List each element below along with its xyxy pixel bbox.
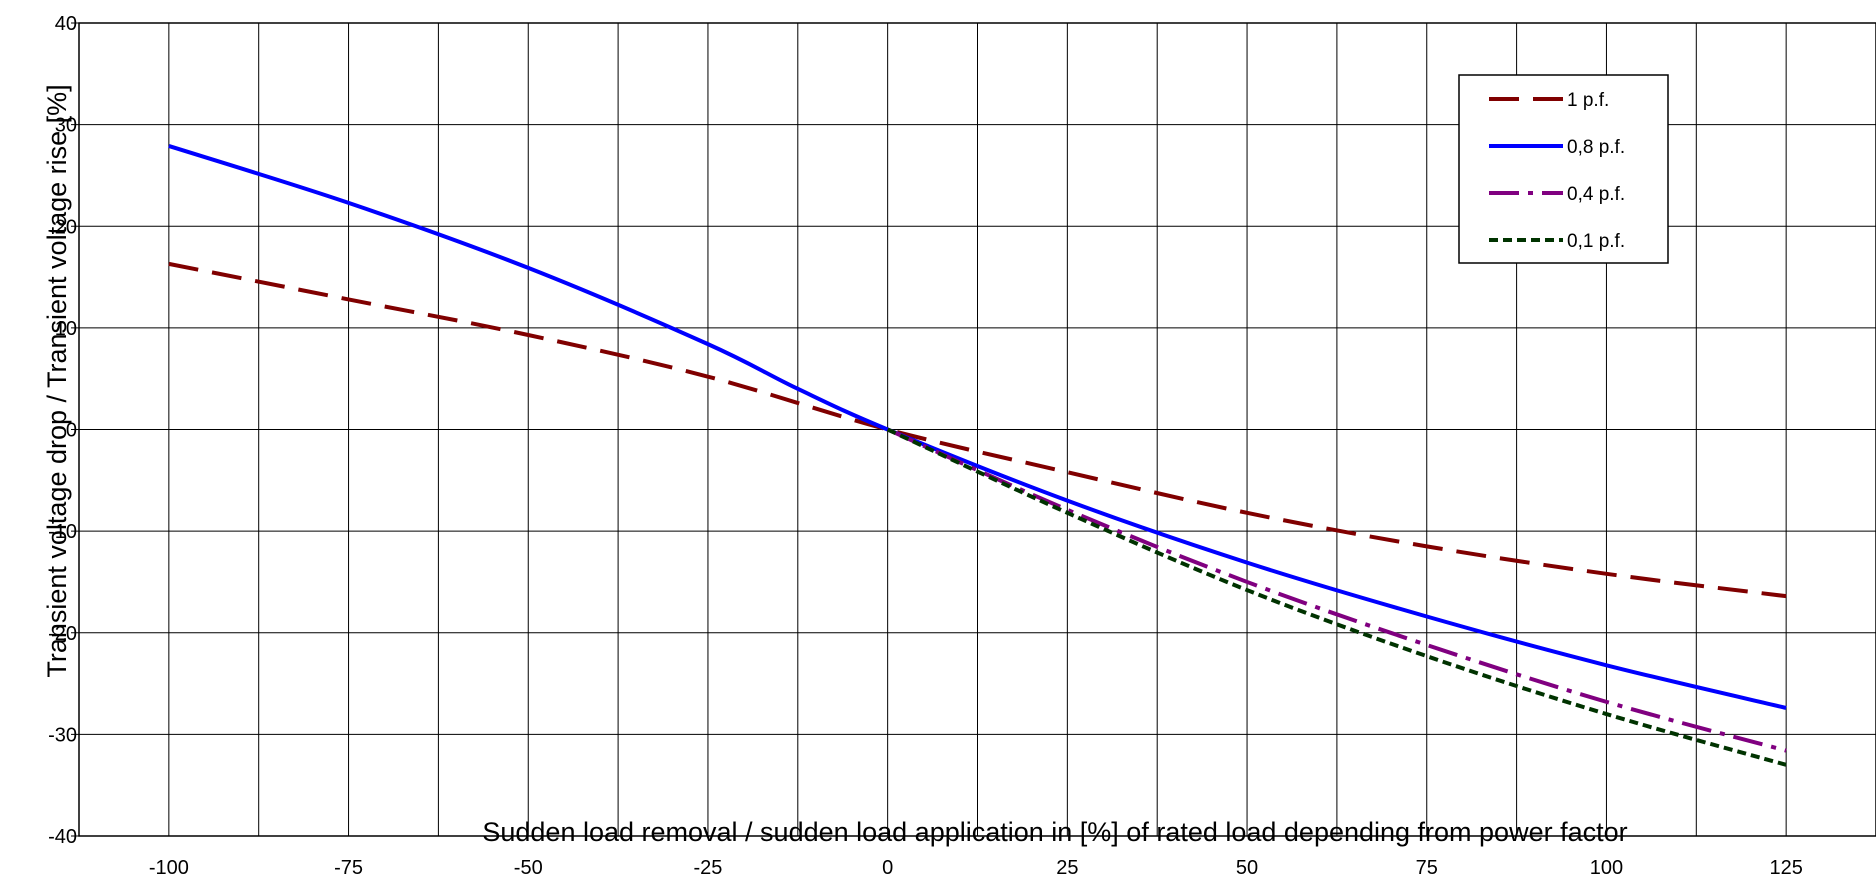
series-line-1 [168,261,1787,599]
x-tick-label: 50 [1236,857,1258,879]
y-axis-title: Transient voltage drop / Transient volta… [42,84,72,677]
legend-label-3: 0,4 p.f. [1567,184,1625,205]
y-tick-label: -20 [48,623,77,645]
x-tick-label: 100 [1590,857,1623,879]
y-tick-label: -10 [48,521,77,543]
x-tick-label: 0 [882,857,893,879]
y-tick-label: 20 [55,216,77,238]
legend-box [1458,74,1669,264]
x-tick-label: -25 [693,857,722,879]
series-line-3 [886,427,1787,753]
series-group [168,144,1787,767]
y-tick-label: -40 [48,826,77,848]
x-tick-label: 125 [1769,857,1802,879]
x-tick-label: -50 [514,857,543,879]
y-tick-label: 30 [55,115,77,137]
tick-labels: -100 -75 -50 -25 0 25 50 75 100 125403020100-10-2… [48,13,1803,879]
x-tick-label: 25 [1056,857,1078,879]
x-tick-label: -75 [334,857,363,879]
x-axis-title: Sudden load removal / sudden load applic… [482,817,1627,847]
series-line-4 [886,427,1787,767]
y-tick-label: -30 [48,724,77,746]
x-tick-label: -100 [149,857,189,879]
legend-label-2: 0,8 p.f. [1567,137,1625,158]
x-tick-label: 75 [1416,857,1438,879]
legend-label-1: 1 p.f. [1567,90,1609,111]
y-tick-label: 40 [55,13,77,35]
y-tick-label: 0 [66,420,77,442]
y-tick-label: 10 [55,318,77,340]
legend-label-4: 0,1 p.f. [1567,231,1625,252]
legend: 1 p.f. 0,8 p.f. 0,4 p.f. 0,1 p.f. [1458,74,1669,264]
